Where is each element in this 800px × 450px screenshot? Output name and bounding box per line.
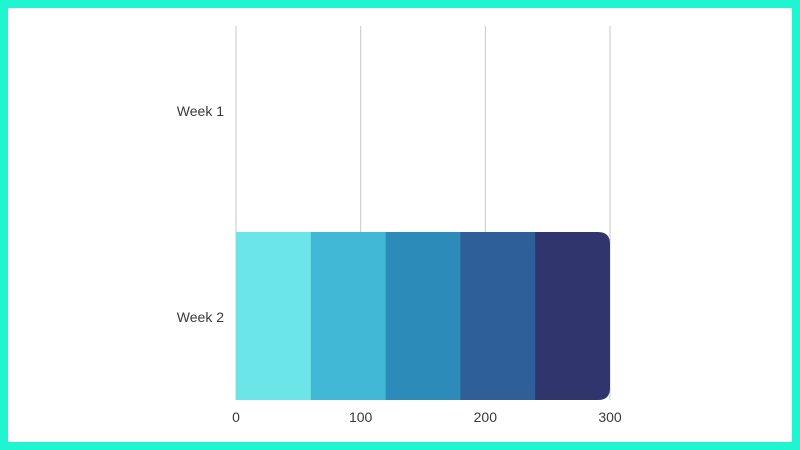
bar-week-2-segment-1 [236,232,312,400]
x-axis-ticks: 0 100 200 300 [232,409,622,425]
x-tick-label-0: 0 [232,409,240,425]
bar-week-2-segment-4 [460,232,536,400]
x-tick-label-300: 300 [598,409,622,425]
x-tick-label-100: 100 [349,409,373,425]
bars [236,232,610,400]
bar-week-2-segment-2 [310,232,387,400]
y-category-label-week-2: Week 2 [177,309,224,325]
bar-week-2-segment-3 [385,232,461,400]
y-category-label-week-1: Week 1 [177,103,224,119]
y-axis-categories: Week 1 Week 2 [177,103,224,325]
bar-week-2-segment-5 [535,232,610,400]
x-tick-label-200: 200 [474,409,498,425]
